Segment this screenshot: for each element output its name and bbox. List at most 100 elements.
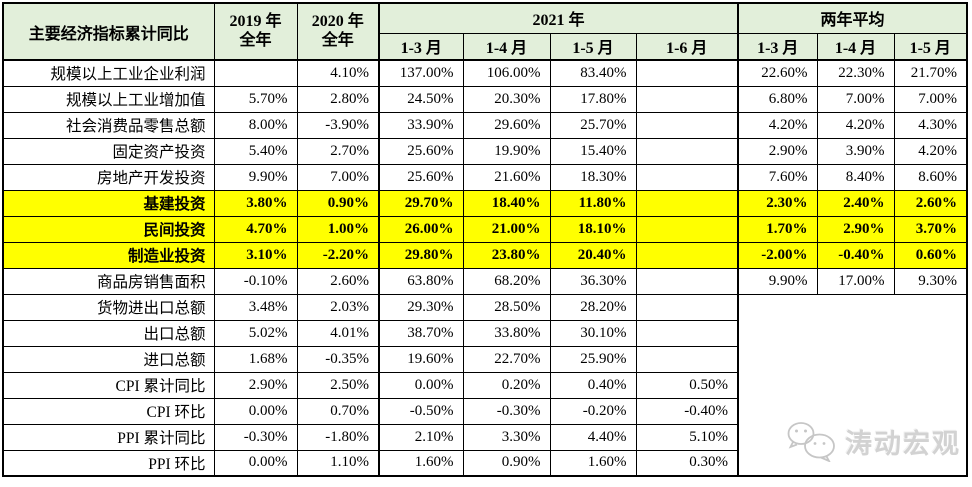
cell: 3.10% (213, 241, 298, 269)
cell: -0.30% (462, 397, 551, 425)
row-label: CPI 累计同比 (2, 371, 215, 399)
cell: 21.70% (893, 59, 968, 87)
header-year-2020-line2: 全年 (321, 31, 354, 49)
cell: 11.80% (549, 189, 637, 217)
header-year-2019-line2: 全年 (239, 31, 272, 49)
row-label: 出口总额 (2, 319, 215, 347)
cell: 4.10% (296, 59, 380, 87)
table-row: 制造业投资 3.10% -2.20% 29.80% 23.80% 20.40% -2.00%… (2, 241, 968, 269)
cell: 26.00% (378, 215, 464, 243)
table-row: 规模以上工业增加值 5.70% 2.80% 24.50% 20.30% 17.80% 6.8… (2, 85, 968, 113)
cell: 36.30% (549, 267, 637, 295)
cell: 2.60% (296, 267, 380, 295)
header-month-2021-1-5: 1-5 月 (549, 32, 637, 61)
row-label: 商品房销售面积 (2, 267, 215, 295)
header-group-row: 主要经济指标累计同比 2019 年 全年 2020 年 全年 2021 年 两年… (2, 2, 968, 61)
cell: 4.20% (893, 137, 968, 165)
table-row: PPI 累计同比 -0.30% -1.80% 2.10% 3.30% 4.40% 5.10% (2, 423, 967, 451)
cell: -0.10% (213, 267, 298, 295)
cell: -0.40% (816, 241, 895, 269)
cell: -0.30% (213, 423, 298, 451)
cell: 3.48% (213, 293, 298, 321)
header-year-2019-line1: 2019 年 (229, 13, 282, 31)
table-row: 商品房销售面积 -0.10% 2.60% 63.80% 68.20% 36.30% 9.90… (2, 267, 968, 295)
header-indicator-title: 主要经济指标累计同比 (2, 2, 215, 61)
cell: 20.30% (462, 85, 551, 113)
cell: 29.80% (378, 241, 464, 269)
row-label: 规模以上工业企业利润 (2, 59, 215, 87)
cell (213, 59, 298, 87)
cell: 22.70% (462, 345, 551, 373)
cell (635, 345, 739, 373)
cell: 0.50% (635, 371, 739, 399)
cell: 2.90% (737, 137, 818, 165)
row-label: 房地产开发投资 (2, 163, 215, 191)
cell: 21.00% (462, 215, 551, 243)
cell (635, 189, 739, 217)
cell: 2.80% (296, 85, 380, 113)
cell: 22.30% (816, 59, 895, 87)
cell: 1.68% (213, 345, 298, 373)
cell: 5.40% (213, 137, 298, 165)
cell: 0.60% (893, 241, 968, 269)
cell: 1.10% (296, 449, 380, 477)
cell: 0.90% (296, 189, 380, 217)
cell: 22.60% (737, 59, 818, 87)
cell: 1.00% (296, 215, 380, 243)
table-row: 规模以上工业企业利润 4.10% 137.00% 106.00% 83.40% 22.60… (2, 59, 968, 87)
cell: 7.00% (893, 85, 968, 113)
cell: 8.00% (213, 111, 298, 139)
cell: 68.20% (462, 267, 551, 295)
cell: 0.30% (635, 449, 739, 477)
cell: 25.90% (549, 345, 637, 373)
merged-empty-region (737, 293, 968, 477)
cell (635, 163, 739, 191)
cell (635, 137, 739, 165)
cell (635, 319, 739, 347)
cell (635, 59, 739, 87)
cell: 29.30% (378, 293, 464, 321)
row-label: 进口总额 (2, 345, 215, 373)
row-label: 制造业投资 (2, 241, 215, 269)
cell: 7.60% (737, 163, 818, 191)
cell: 7.00% (296, 163, 380, 191)
cell (635, 85, 739, 113)
cell: 106.00% (462, 59, 551, 87)
cell: 8.40% (816, 163, 895, 191)
table-row: CPI 环比 0.00% 0.70% -0.50% -0.30% -0.20% -0.40% (2, 397, 967, 425)
cell: 2.40% (816, 189, 895, 217)
cell: 4.30% (893, 111, 968, 139)
header-year-2020: 2020 年 全年 (296, 2, 380, 61)
cell: 33.80% (462, 319, 551, 347)
cell: 2.60% (893, 189, 968, 217)
cell: 17.00% (816, 267, 895, 295)
cell: 24.50% (378, 85, 464, 113)
economic-indicators-table: 主要经济指标累计同比 2019 年 全年 2020 年 全年 2021 年 两年… (2, 2, 969, 477)
cell: 25.70% (549, 111, 637, 139)
cell: 63.80% (378, 267, 464, 295)
cell: 2.70% (296, 137, 380, 165)
cell: 28.20% (549, 293, 637, 321)
cell: 29.70% (378, 189, 464, 217)
row-label: PPI 环比 (2, 449, 215, 477)
cell: 19.60% (378, 345, 464, 373)
cell: 18.40% (462, 189, 551, 217)
cell: 33.90% (378, 111, 464, 139)
cell: -0.20% (549, 397, 637, 425)
table-row: 民间投资 4.70% 1.00% 26.00% 21.00% 18.10% 1.70% 2.9… (2, 215, 968, 243)
cell: 18.10% (549, 215, 637, 243)
row-label: 民间投资 (2, 215, 215, 243)
table-row: 出口总额 5.02% 4.01% 38.70% 33.80% 30.10% (2, 319, 967, 347)
cell: 20.40% (549, 241, 637, 269)
header-month-2021-1-6: 1-6 月 (635, 32, 739, 61)
cell: 1.60% (549, 449, 637, 477)
cell: 4.20% (816, 111, 895, 139)
row-label: 基建投资 (2, 189, 215, 217)
cell: 21.60% (462, 163, 551, 191)
cell: 9.90% (737, 267, 818, 295)
cell: 0.20% (462, 371, 551, 399)
cell: 23.80% (462, 241, 551, 269)
header-year-2019: 2019 年 全年 (213, 2, 298, 61)
cell: 2.90% (213, 371, 298, 399)
cell: -0.35% (296, 345, 380, 373)
